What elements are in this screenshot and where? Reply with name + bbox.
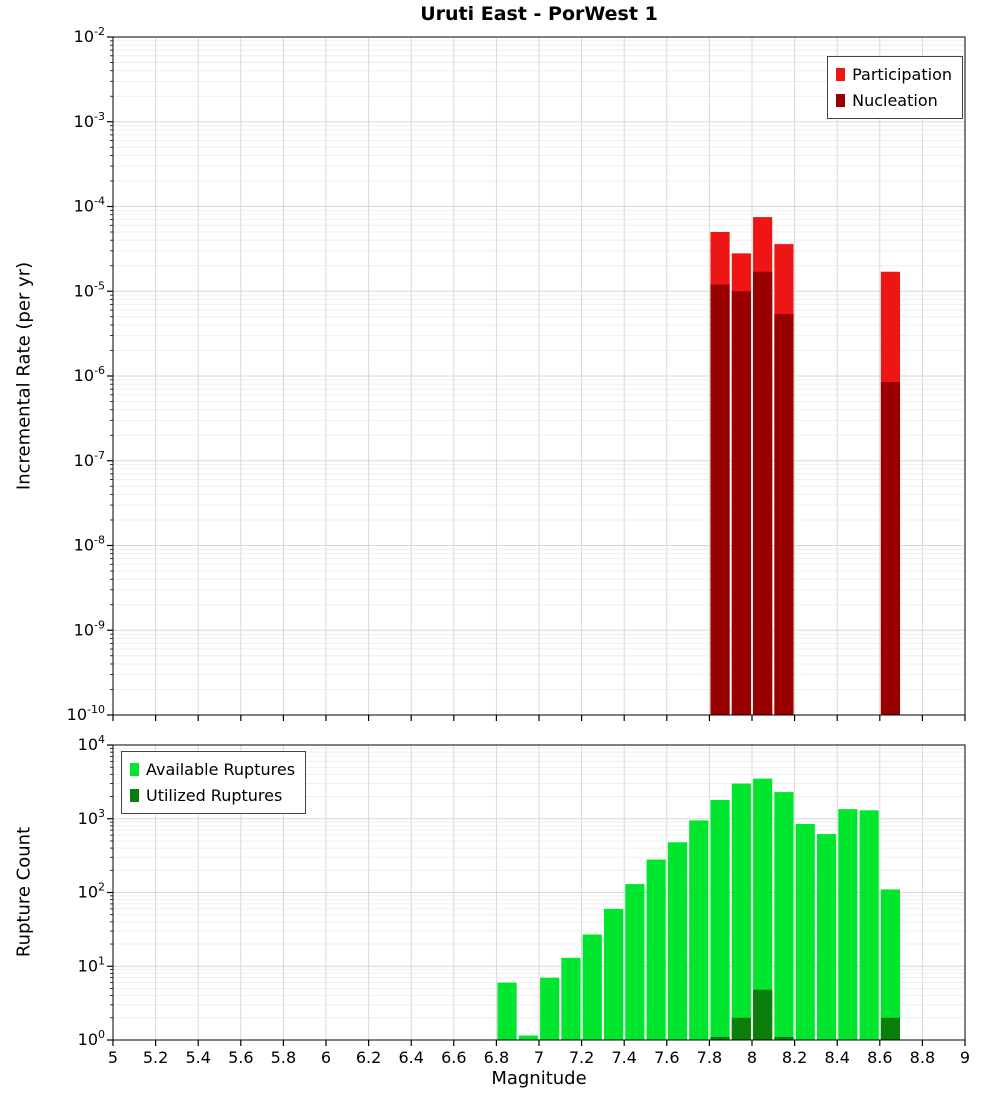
bar <box>518 1035 538 1040</box>
bar <box>880 1017 901 1040</box>
bar <box>753 778 773 1040</box>
y-tick-label: 100 <box>78 1028 105 1049</box>
legend-label-available: Available Ruptures <box>146 760 296 779</box>
y-tick-label: 10-8 <box>74 534 105 555</box>
x-tick-label: 7.2 <box>569 1048 594 1067</box>
legend-item-nucleation: Nucleation <box>836 88 952 114</box>
bar <box>753 989 773 1040</box>
bar <box>540 977 560 1040</box>
bar <box>774 313 794 715</box>
bar <box>880 381 901 715</box>
bar <box>603 908 624 1040</box>
x-tick-label: 6.4 <box>398 1048 423 1067</box>
bar <box>646 859 666 1040</box>
legend-item-available: Available Ruptures <box>130 757 295 783</box>
x-tick-label: 5.8 <box>271 1048 296 1067</box>
y-tick-label: 10-6 <box>74 364 105 385</box>
bar <box>497 982 517 1040</box>
bar <box>774 792 794 1040</box>
legend-item-participation: Participation <box>836 62 952 88</box>
x-tick-label: 6 <box>321 1048 331 1067</box>
y-tick-label: 103 <box>78 807 105 828</box>
bar <box>689 820 709 1040</box>
x-tick-label: 5 <box>108 1048 118 1067</box>
bar <box>710 284 730 715</box>
series-utilized-ruptures <box>710 989 901 1040</box>
y-tick-label: 10-9 <box>74 618 105 639</box>
bar <box>816 834 837 1040</box>
bar <box>561 957 581 1040</box>
x-tick-label: 5.2 <box>143 1048 168 1067</box>
legend-label-participation: Participation <box>852 65 952 84</box>
y-tick-label: 10-4 <box>74 195 105 216</box>
x-tick-label: 8.2 <box>782 1048 807 1067</box>
bar <box>838 809 858 1040</box>
x-tick-label: 7.8 <box>697 1048 722 1067</box>
chart-panel: 10-2 10-3 10-4 10-5 10-6 10-7 10-8 10-9 10-10 <box>67 25 966 724</box>
bar <box>582 934 602 1040</box>
bar <box>795 823 815 1040</box>
chart-title: Uruti East - PorWest 1 <box>420 3 658 25</box>
x-tick-label: 7.4 <box>611 1048 636 1067</box>
bar <box>731 1017 751 1040</box>
y-tick-label: 10-7 <box>74 449 105 470</box>
x-tick-label: 6.6 <box>441 1048 466 1067</box>
legend-label-nucleation: Nucleation <box>852 90 938 110</box>
participation-swatch <box>836 68 846 82</box>
y-tick-label: 10-2 <box>74 25 105 46</box>
bar <box>774 1036 794 1040</box>
x-tick-label: 8.4 <box>824 1048 849 1067</box>
bar <box>753 271 773 715</box>
bar <box>710 799 730 1040</box>
x-tick-label: 5.6 <box>228 1048 253 1067</box>
x-tick-label: 5.4 <box>185 1048 210 1067</box>
available-ruptures-swatch <box>130 763 139 777</box>
bar <box>667 842 688 1040</box>
y-tick-label: 101 <box>78 954 105 975</box>
x-tick-label: 6.8 <box>484 1048 509 1067</box>
x-tick-label: 6.2 <box>356 1048 381 1067</box>
x-tick-label: 8.6 <box>867 1048 892 1067</box>
legend-rate: Participation Nucleation <box>827 56 963 120</box>
bar <box>710 1036 730 1040</box>
x-tick-label: 8.8 <box>910 1048 935 1067</box>
legend-label-utilized: Utilized Ruptures <box>146 785 283 805</box>
x-axis-label: Magnitude <box>491 1068 587 1089</box>
x-tick-label: 7 <box>534 1048 544 1067</box>
y-tick-label: 10-3 <box>74 110 105 131</box>
series-available-ruptures <box>497 778 901 1040</box>
y-tick-label: 102 <box>78 881 105 902</box>
chart-panel: 100 101 102 103 104 5 5.2 5.4 5.6 5.8 6 6.2 6.4 6.6 6.… <box>78 733 970 1067</box>
nucleation-swatch <box>836 93 846 107</box>
x-tick-label: 9 <box>960 1048 970 1067</box>
bar <box>731 291 751 715</box>
bar <box>880 889 901 1040</box>
y-tick-label: 10-10 <box>67 703 105 724</box>
bar <box>625 884 645 1040</box>
utilized-ruptures-swatch <box>130 788 139 802</box>
series-nucleation <box>710 271 901 715</box>
bar <box>731 783 751 1040</box>
y-tick-label: 10-5 <box>74 279 105 300</box>
legend-item-utilized: Utilized Ruptures <box>130 783 295 809</box>
x-tick-label: 7.6 <box>654 1048 679 1067</box>
x-tick-label: 8 <box>747 1048 757 1067</box>
y-tick-label: 104 <box>78 733 105 754</box>
legend-count: Available Ruptures Utilized Ruptures <box>121 751 307 815</box>
bar <box>859 810 879 1040</box>
